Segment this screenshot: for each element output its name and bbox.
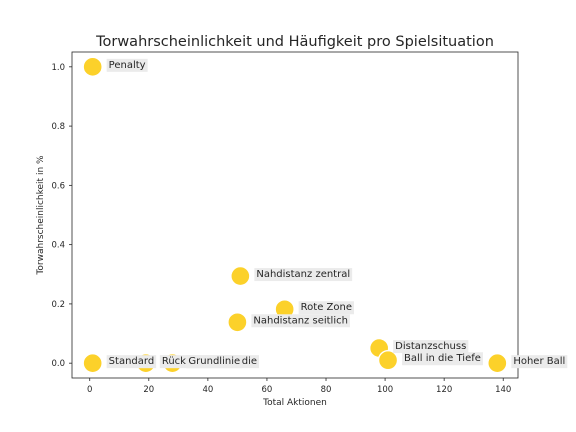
x-tick-label: 0 bbox=[87, 385, 92, 395]
point-label: Hoher Ball bbox=[513, 356, 565, 367]
point-label: Standard bbox=[109, 356, 155, 367]
x-tick-label: 20 bbox=[143, 385, 154, 395]
data-point bbox=[82, 352, 103, 374]
data-point bbox=[82, 56, 103, 78]
point-label: Rückpass bbox=[162, 356, 209, 367]
point-label-box bbox=[402, 352, 483, 366]
point-label: Grundlinie bbox=[188, 356, 240, 367]
point-label-box bbox=[186, 355, 243, 369]
x-tick-label: 60 bbox=[262, 385, 273, 395]
data-point bbox=[377, 350, 399, 371]
data-point bbox=[230, 265, 251, 287]
point-label: Nahdistanz seitlich bbox=[253, 315, 348, 326]
y-axis-label: Torwahrscheinlichkeit in % bbox=[36, 155, 46, 276]
point-label: Distanzschuss bbox=[395, 341, 466, 352]
data-point bbox=[487, 352, 508, 374]
y-tick-label: 1.0 bbox=[51, 63, 65, 73]
point-label-box bbox=[298, 301, 354, 315]
x-tick-label: 80 bbox=[321, 385, 332, 395]
y-tick-label: 0.8 bbox=[51, 122, 65, 132]
data-point bbox=[227, 312, 248, 333]
point-label: Ball in die Tiefe bbox=[404, 353, 481, 364]
point-labels: Penalty Nahdistanz zentral Rote Zone Nahdis… bbox=[106, 58, 568, 369]
y-tick-label: 0.6 bbox=[51, 181, 65, 191]
x-axis-label: Total Aktionen bbox=[262, 398, 327, 408]
x-axis: 0 20 40 60 80 100 120 140 bbox=[87, 378, 511, 395]
y-axis: 0.0 0.2 0.4 0.6 0.8 1.0 bbox=[51, 63, 72, 369]
x-tick-label: 120 bbox=[436, 385, 452, 395]
point-label: Penalty bbox=[109, 60, 146, 71]
plot-area bbox=[71, 51, 519, 379]
x-tick-label: 40 bbox=[202, 385, 213, 395]
point-label-box bbox=[511, 355, 568, 369]
chart-title: Torwahrscheinlichkeit und Häufigkeit pro… bbox=[95, 34, 494, 50]
point-label-box bbox=[251, 314, 350, 328]
x-tick-label: 100 bbox=[377, 385, 393, 395]
x-tick-label: 140 bbox=[495, 385, 511, 395]
y-tick-label: 0.4 bbox=[51, 241, 65, 251]
y-tick-label: 0.2 bbox=[51, 300, 65, 310]
y-tick-label: 0.0 bbox=[51, 359, 65, 369]
point-label: Rote Zone bbox=[301, 302, 352, 313]
point-label-box bbox=[393, 340, 469, 354]
point-label: Nahdistanz zentral bbox=[256, 269, 350, 280]
point-label-box bbox=[106, 58, 148, 72]
point-label-box bbox=[106, 355, 157, 369]
point-label-box bbox=[254, 268, 353, 282]
